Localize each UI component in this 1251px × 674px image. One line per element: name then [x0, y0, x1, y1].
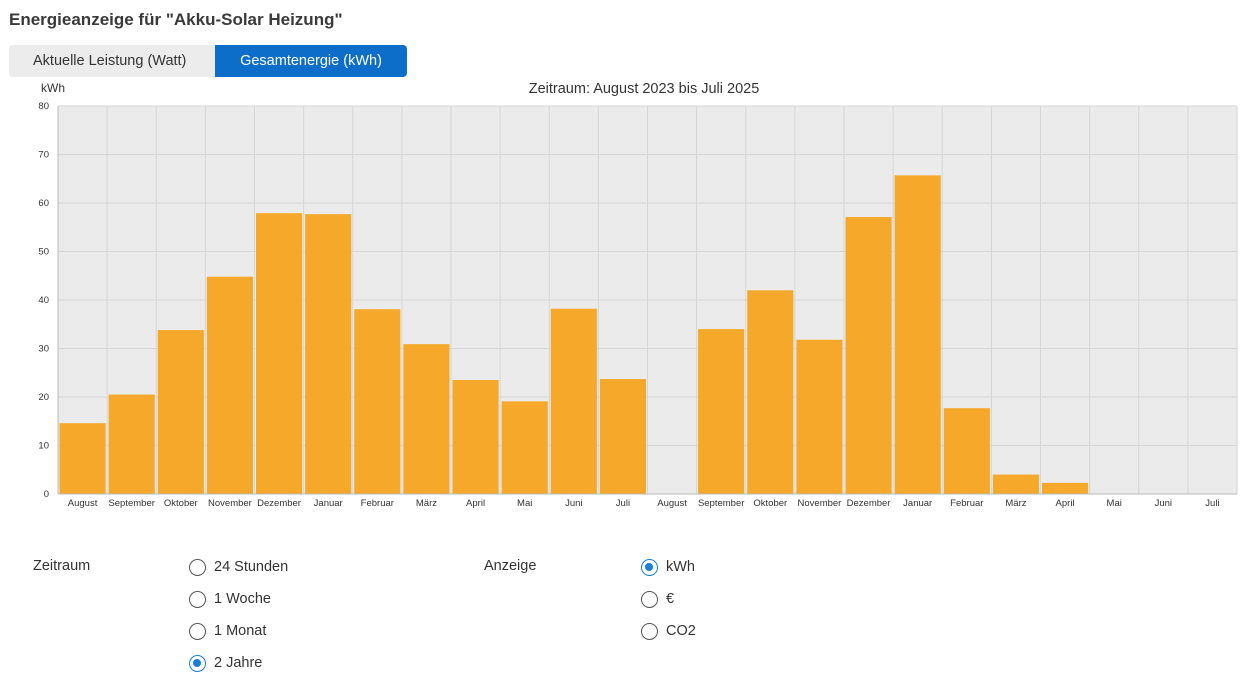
chart-title: Zeitraum: August 2023 bis Juli 2025: [529, 81, 760, 97]
x-tick-label: Dezember: [847, 498, 891, 509]
bar[interactable]: [698, 329, 745, 494]
bar[interactable]: [256, 213, 303, 494]
x-tick-label: Juni: [1155, 498, 1172, 509]
radio-label: 1 Monat: [214, 623, 267, 639]
x-tick-label: November: [208, 498, 252, 509]
y-tick-label: 70: [38, 150, 49, 161]
x-tick-label: Dezember: [257, 498, 301, 509]
x-tick-label: August: [657, 498, 687, 509]
anzeige-label: Anzeige: [484, 558, 537, 574]
radio-circle: [189, 622, 206, 640]
bar[interactable]: [206, 276, 253, 494]
radio-label: kWh: [666, 559, 695, 575]
radio-anzeige-euro[interactable]: €: [641, 589, 674, 609]
y-tick-label: 20: [38, 392, 49, 403]
x-tick-label: März: [1005, 498, 1026, 509]
bar[interactable]: [796, 339, 843, 494]
zeitraum-label: Zeitraum: [33, 558, 91, 574]
y-axis-unit-label: kWh: [41, 81, 65, 95]
x-tick-label: September: [108, 498, 154, 509]
x-tick-label: März: [416, 498, 437, 509]
bar[interactable]: [501, 401, 548, 494]
tab-aktuelle-leistung[interactable]: Aktuelle Leistung (Watt): [9, 45, 215, 77]
x-tick-label: April: [466, 498, 485, 509]
x-tick-label: Juli: [1205, 498, 1219, 509]
energy-chart: Zeitraum: August 2023 bis Juli 2025 kWh …: [0, 78, 1251, 518]
bar[interactable]: [403, 344, 450, 494]
radio-circle: [641, 622, 658, 640]
radio-zeitraum-2-jahre[interactable]: 2 Jahre: [189, 653, 262, 673]
x-tick-label: November: [798, 498, 842, 509]
y-tick-label: 60: [38, 198, 49, 209]
radio-label: CO2: [666, 623, 696, 639]
y-tick-label: 40: [38, 295, 49, 306]
bar[interactable]: [943, 408, 990, 494]
bar-layer: [59, 175, 1089, 494]
bar-chart-svg: Zeitraum: August 2023 bis Juli 2025 kWh …: [38, 81, 1238, 509]
x-tick-label: Mai: [517, 498, 532, 509]
x-tick-label: September: [698, 498, 744, 509]
radio-anzeige-kwh[interactable]: kWh: [641, 557, 695, 577]
x-tick-label: April: [1056, 498, 1075, 509]
x-tick-label: Januar: [314, 498, 343, 509]
radio-label: €: [666, 591, 675, 607]
y-tick-label: 10: [38, 441, 49, 452]
x-tick-label: Mai: [1107, 498, 1122, 509]
x-tick-label: Juni: [565, 498, 582, 509]
bar[interactable]: [992, 474, 1039, 494]
x-tick-label: Oktober: [753, 498, 787, 509]
radio-zeitraum-24-stunden[interactable]: 24 Stunden: [189, 557, 288, 577]
bar[interactable]: [305, 214, 352, 494]
radio-anzeige-co2[interactable]: CO2: [641, 621, 696, 641]
bar[interactable]: [1042, 482, 1089, 494]
bar[interactable]: [747, 290, 794, 494]
radio-label: 24 Stunden: [214, 559, 289, 575]
page-title: Energieanzeige für "Akku-Solar Heizung": [9, 10, 343, 29]
bar[interactable]: [59, 423, 106, 494]
x-tick-label: Januar: [903, 498, 932, 509]
y-tick-label: 80: [38, 101, 49, 112]
y-tick-label: 50: [38, 247, 49, 258]
x-tick-label: Juli: [616, 498, 630, 509]
controls-panel: Zeitraum 24 Stunden 1 Woche 1 Monat 2 Ja…: [0, 555, 1251, 674]
radio-label: 2 Jahre: [214, 655, 263, 671]
x-tick-label: Februar: [361, 498, 394, 509]
view-tabs: Aktuelle Leistung (Watt) Gesamtenergie (…: [9, 45, 407, 77]
bar[interactable]: [845, 217, 892, 494]
y-tick-label: 30: [38, 344, 49, 355]
x-tick-label: Februar: [950, 498, 983, 509]
radio-circle: [189, 558, 206, 576]
radio-zeitraum-1-woche[interactable]: 1 Woche: [189, 589, 271, 609]
radio-circle: [641, 558, 658, 576]
bar[interactable]: [894, 175, 941, 494]
bar[interactable]: [599, 379, 646, 494]
bar[interactable]: [550, 308, 597, 494]
x-tick-label: August: [68, 498, 98, 509]
x-tick-label: Oktober: [164, 498, 198, 509]
bar[interactable]: [157, 330, 204, 494]
radio-circle: [189, 654, 206, 672]
radio-zeitraum-1-monat[interactable]: 1 Monat: [189, 621, 266, 641]
tab-gesamtenergie[interactable]: Gesamtenergie (kWh): [215, 45, 407, 77]
y-tick-label: 0: [44, 489, 49, 500]
radio-circle: [641, 590, 658, 608]
bar[interactable]: [108, 394, 155, 494]
radio-circle: [189, 590, 206, 608]
bar[interactable]: [452, 380, 499, 494]
radio-label: 1 Woche: [214, 591, 271, 607]
axis-layer: 0 10 20 30 40 50 60 70 80 August September Oktober N…: [38, 101, 1237, 509]
bar[interactable]: [354, 309, 401, 494]
grid-layer: [57, 105, 1238, 495]
